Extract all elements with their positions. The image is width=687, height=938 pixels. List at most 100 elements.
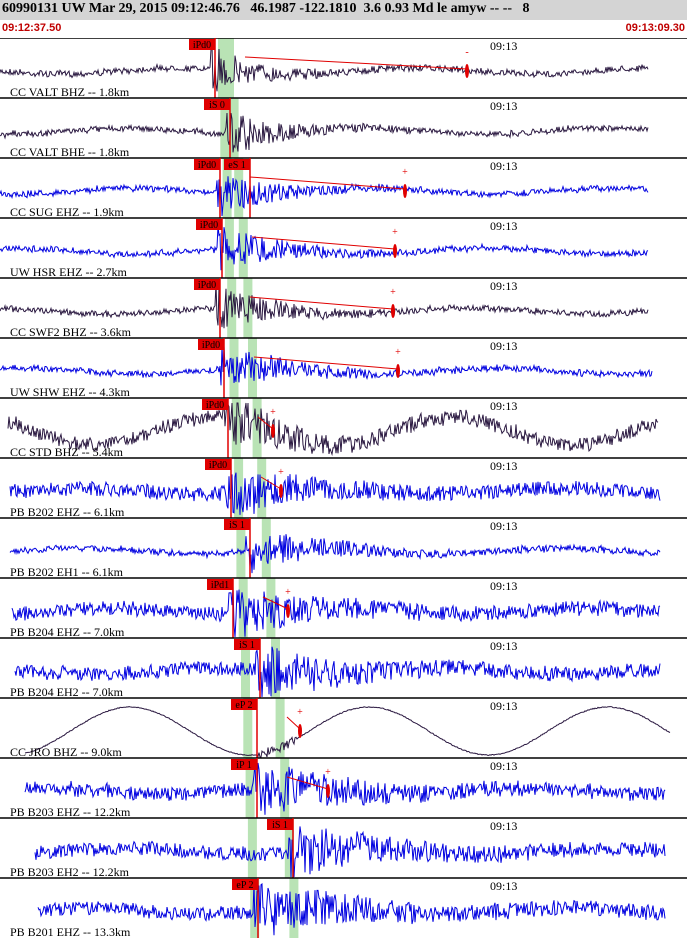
station-label: PB B204 EHZ -- 7.0km bbox=[10, 625, 125, 639]
s-band bbox=[275, 698, 285, 758]
time-label: 09:13 bbox=[490, 279, 517, 293]
pick-label: iP 1 bbox=[236, 760, 251, 771]
p-band bbox=[243, 698, 253, 758]
pick-label: iPd0 bbox=[198, 280, 216, 291]
time-label: 09:13 bbox=[490, 519, 517, 533]
pick-box bbox=[231, 699, 257, 710]
time-label: 09:13 bbox=[490, 39, 517, 53]
station-label: UW SHW EHZ -- 4.3km bbox=[10, 385, 131, 399]
pick-label: iPd0 bbox=[193, 40, 211, 51]
coda-mark: + bbox=[392, 227, 398, 238]
station-label: CC JRO BHZ -- 9.0km bbox=[10, 745, 122, 759]
coda-mark: + bbox=[270, 407, 276, 418]
start-time: 09:12:37.50 bbox=[2, 22, 62, 34]
coda-marker bbox=[286, 604, 290, 618]
coda-mark: + bbox=[390, 287, 396, 298]
p-band bbox=[247, 818, 257, 878]
pick-box bbox=[234, 639, 260, 650]
waveform bbox=[0, 282, 649, 329]
coda-mark: - bbox=[465, 47, 468, 58]
coda-marker bbox=[393, 244, 397, 258]
station-label: PB B202 EH1 -- 6.1km bbox=[10, 565, 124, 579]
coda-marker bbox=[298, 724, 302, 738]
coda-decay bbox=[249, 296, 394, 310]
coda-mark: + bbox=[278, 467, 284, 478]
waveform bbox=[0, 112, 649, 153]
station-label: PB B202 EHZ -- 6.1km bbox=[10, 505, 125, 519]
end-time: 09:13:09.30 bbox=[625, 22, 685, 34]
s-band bbox=[238, 218, 248, 278]
pick-label: iS 0 bbox=[209, 100, 225, 111]
waveform bbox=[24, 705, 671, 758]
pick-label: iPd0 bbox=[200, 220, 218, 231]
waveform bbox=[11, 586, 661, 638]
station-label: PB B203 EHZ -- 12.2km bbox=[10, 805, 131, 819]
pick-label: eS 1 bbox=[228, 160, 246, 171]
title: 60990131 UW Mar 29, 2015 09:12:46.76 46.… bbox=[2, 1, 530, 16]
waveform bbox=[34, 826, 666, 878]
time-label: 09:13 bbox=[490, 699, 517, 713]
coda-marker bbox=[465, 64, 469, 78]
pick-box bbox=[232, 879, 258, 890]
coda-mark: + bbox=[285, 587, 291, 598]
seismograms: iPd0 - 09:13 CC VALT BHZ -- 1.8km iS 0 09:13 C… bbox=[0, 38, 687, 938]
time-label: 09:13 bbox=[490, 159, 517, 173]
pick-label: iS 1 bbox=[229, 520, 245, 531]
pick-box bbox=[204, 99, 230, 110]
station-label: UW HSR EHZ -- 2.7km bbox=[10, 265, 127, 279]
station-label: CC SUG EHZ -- 1.9km bbox=[10, 205, 124, 219]
s-band bbox=[257, 458, 267, 518]
station-label: PB B201 EHZ -- 13.3km bbox=[10, 925, 131, 938]
p-band bbox=[236, 518, 246, 578]
waveform bbox=[9, 534, 661, 574]
station-label: CC VALT BHE -- 1.8km bbox=[10, 145, 130, 159]
s-band bbox=[225, 38, 234, 98]
coda-decay bbox=[253, 356, 399, 370]
time-label: 09:13 bbox=[490, 99, 517, 113]
station-label: PB B204 EH2 -- 7.0km bbox=[10, 685, 124, 699]
s-band bbox=[289, 878, 299, 938]
coda-decay bbox=[251, 236, 396, 250]
p-band bbox=[229, 338, 239, 398]
s-band bbox=[243, 278, 253, 338]
coda-decay bbox=[244, 56, 468, 70]
pick-label: iPd0 bbox=[202, 340, 220, 351]
time-label: 09:13 bbox=[490, 639, 517, 653]
p-band bbox=[245, 758, 255, 818]
station-label: PB B203 EH2 -- 12.2km bbox=[10, 865, 130, 879]
pick-label: iPd0 bbox=[198, 160, 216, 171]
time-label: 09:13 bbox=[490, 579, 517, 593]
pick-box bbox=[196, 219, 222, 230]
coda-decay bbox=[286, 776, 329, 790]
coda-decay bbox=[257, 416, 274, 430]
s-band bbox=[271, 638, 280, 698]
time-label: 09:13 bbox=[490, 219, 517, 233]
s-band bbox=[248, 338, 257, 398]
p-band bbox=[220, 98, 230, 158]
pick-box bbox=[202, 399, 228, 410]
coda-marker bbox=[403, 184, 407, 198]
coda-decay bbox=[262, 596, 289, 610]
coda-mark: + bbox=[325, 767, 331, 778]
pick-box bbox=[194, 279, 220, 290]
pick-label: iS 1 bbox=[272, 820, 288, 831]
pick-box bbox=[224, 159, 250, 170]
coda-mark: + bbox=[402, 167, 408, 178]
waveform bbox=[0, 44, 649, 92]
p-band bbox=[234, 458, 244, 518]
header: 60990131 UW Mar 29, 2015 09:12:46.76 46.… bbox=[0, 0, 687, 20]
coda-marker bbox=[326, 784, 330, 798]
pick-label: iPd1 bbox=[211, 580, 229, 591]
pick-label: eP 2 bbox=[236, 880, 253, 891]
station-label: CC SWF2 BHZ -- 3.6km bbox=[10, 325, 132, 339]
waveform bbox=[0, 225, 649, 271]
s-band bbox=[234, 158, 244, 218]
pick-box bbox=[194, 159, 220, 170]
pick-box bbox=[267, 819, 293, 830]
pick-box bbox=[189, 39, 215, 50]
waveform bbox=[24, 762, 666, 815]
pick-box bbox=[198, 339, 224, 350]
coda-decay bbox=[249, 176, 406, 190]
pick-box bbox=[207, 579, 233, 590]
coda-marker bbox=[391, 304, 395, 318]
